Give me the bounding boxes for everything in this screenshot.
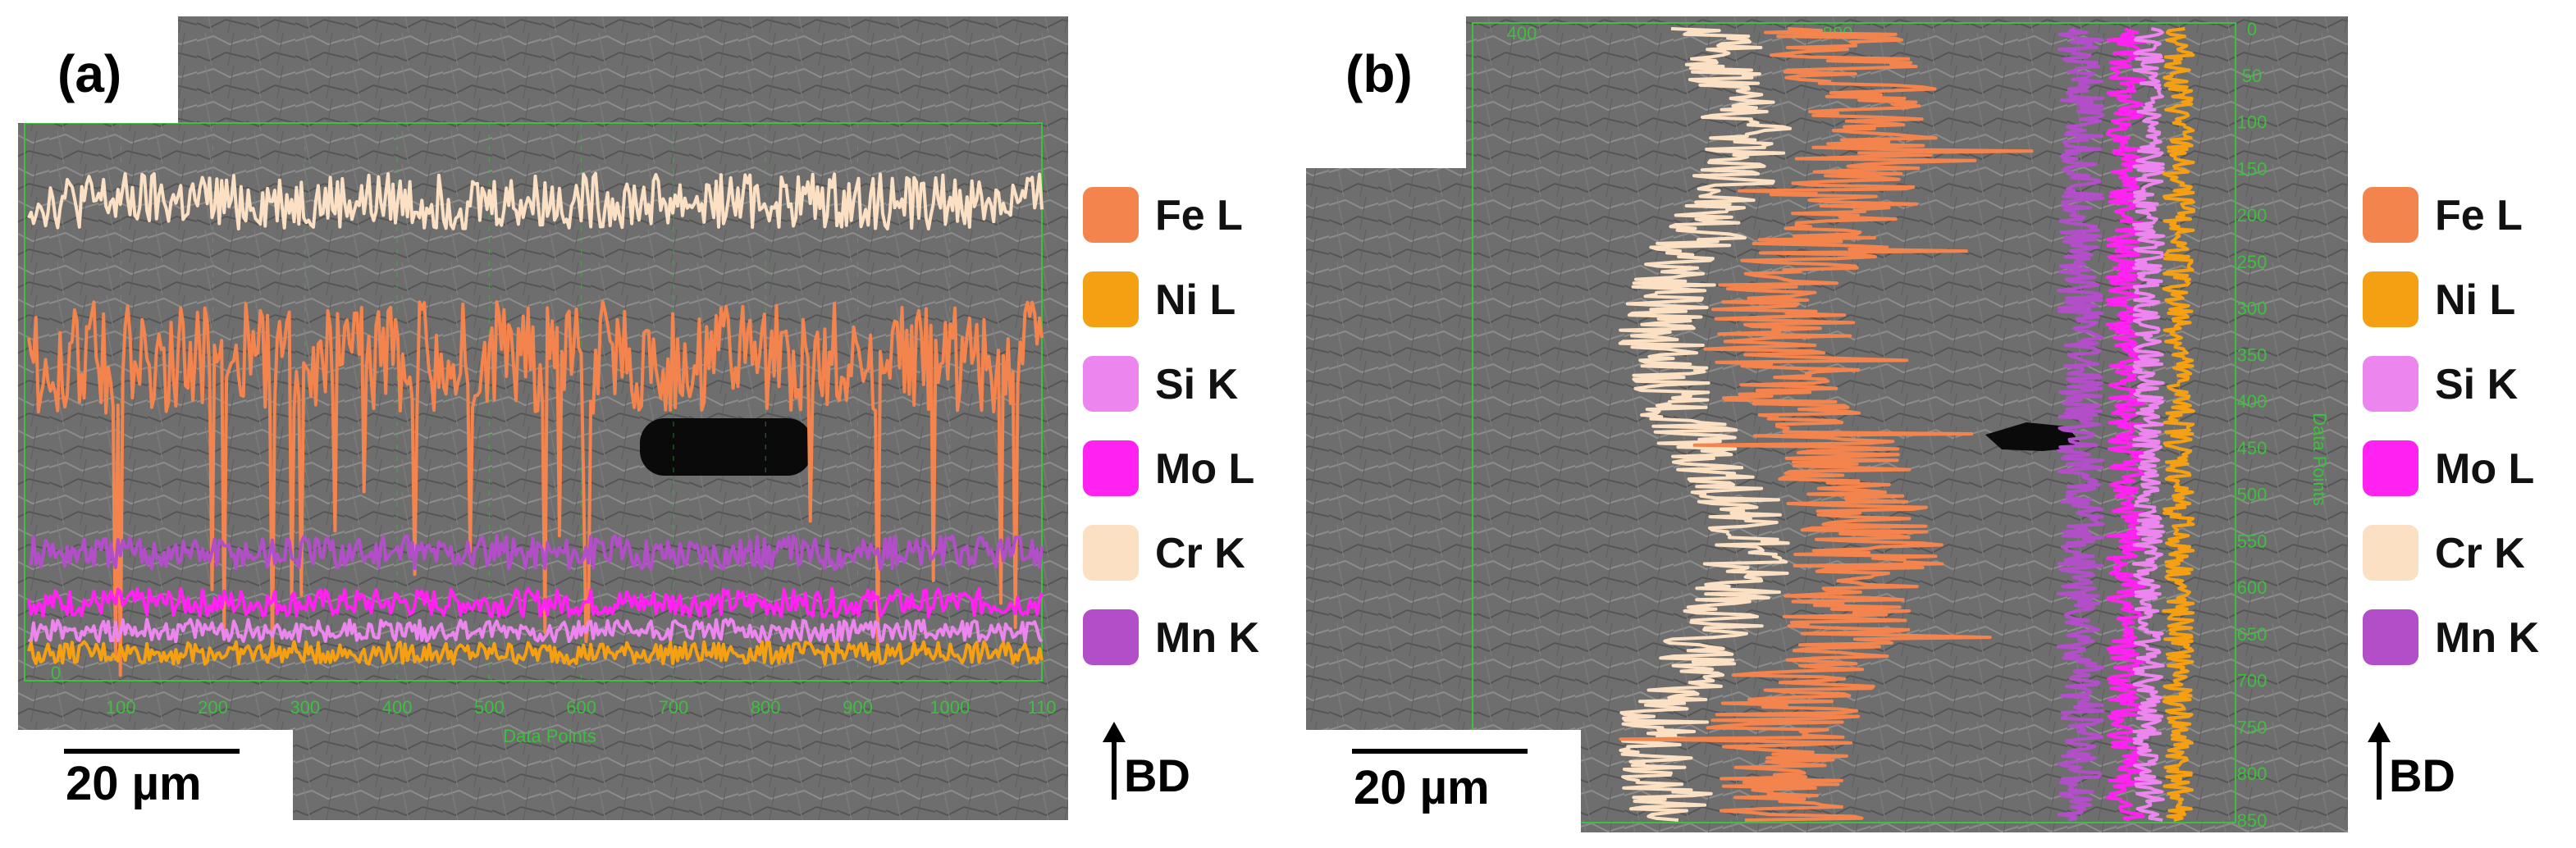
panel-a-x-tick: 700 bbox=[659, 697, 689, 718]
legend-b-label-mn-k: Mn K bbox=[2435, 614, 2540, 662]
panel-b-y-tick: 750 bbox=[2237, 718, 2268, 738]
panel-b-series-mn-k bbox=[2056, 27, 2105, 822]
legend-b-label-ni-l: Ni L bbox=[2435, 276, 2515, 324]
panel-a-pore bbox=[640, 418, 812, 476]
panel-b-y-tick: 350 bbox=[2237, 344, 2268, 365]
panel-b-label-box bbox=[1306, 16, 1466, 168]
legend-b-swatch-mn-k bbox=[2363, 609, 2418, 665]
panel-a-x-tick: 200 bbox=[198, 697, 228, 718]
panel-a-scalebar-box bbox=[18, 730, 293, 820]
legend-b-swatch-fe-l bbox=[2363, 187, 2418, 243]
legend-b-label-cr-k: Cr K bbox=[2435, 530, 2525, 577]
panel-a-series-cr-k bbox=[27, 171, 1044, 230]
panel-b-y-tick: 50 bbox=[2242, 66, 2262, 86]
legend-a-label-cr-k: Cr K bbox=[1155, 530, 1245, 577]
panel-b-series-cr-k bbox=[1618, 27, 1793, 822]
legend-b-label-mo-l: Mo L bbox=[2435, 445, 2534, 493]
panel-b-y-tick: 100 bbox=[2237, 112, 2268, 133]
panel-a-x-tick: 1000 bbox=[929, 697, 970, 718]
legend-b-swatch-mo-l bbox=[2363, 440, 2418, 496]
panel-b-y-tick: 550 bbox=[2237, 531, 2268, 551]
panel-b-y-tick: 400 bbox=[2237, 391, 2268, 412]
legend-a-swatch-mn-k bbox=[1083, 609, 1139, 665]
panel-a-scalebar-label: 20 µm bbox=[66, 757, 202, 810]
panel-b-label: (b) bbox=[1345, 44, 1413, 103]
legend-a-label-ni-l: Ni L bbox=[1155, 276, 1235, 324]
panel-b-y-tick: 150 bbox=[2237, 158, 2268, 179]
panel-a: 100 200 300 400 500 600 700 800 900 1000 110 Data … bbox=[18, 16, 1068, 820]
panel-b-series-si-k bbox=[2131, 27, 2165, 822]
panel-b-scalebar-label: 20 µm bbox=[1354, 761, 1490, 814]
panel-b: 0 50 100 150 200 250 300 350 400 450 500 550 600 650 7… bbox=[1306, 16, 2348, 832]
panel-a-x-tick: 100 bbox=[106, 697, 136, 718]
panel-b-series-group bbox=[1618, 27, 2195, 822]
panel-b-y-ticks: 0 50 100 150 200 250 300 350 400 450 500 550 600 650 7… bbox=[2237, 19, 2268, 831]
legend-a-swatch-fe-l bbox=[1083, 187, 1139, 243]
panel-b-series-ni-l bbox=[2162, 27, 2195, 822]
panel-b-bd-label: BD bbox=[2389, 750, 2455, 801]
panel-a-series-mn-k bbox=[28, 534, 1044, 571]
panel-b-plot-frame bbox=[1472, 22, 2236, 823]
panel-b-y-tick: 200 bbox=[2237, 205, 2268, 226]
panel-a-series-fe-l bbox=[27, 300, 1044, 677]
panel-b-scalebar-box bbox=[1306, 730, 1581, 832]
panel-a-bd-indicator: BD bbox=[1103, 722, 1190, 801]
legend-a-swatch-si-k bbox=[1083, 356, 1139, 412]
legend-a-swatch-mo-l bbox=[1083, 440, 1139, 496]
panel-a-series-group bbox=[27, 171, 1044, 677]
panel-b-bd-arrow-icon bbox=[2368, 722, 2391, 742]
panel-b-y-tick: 250 bbox=[2237, 252, 2268, 272]
legend-b-swatch-ni-l bbox=[2363, 271, 2418, 327]
legend-a-label-mn-k: Mn K bbox=[1155, 614, 1260, 662]
legend-a-swatch-ni-l bbox=[1083, 271, 1139, 327]
panel-a-bd-label: BD bbox=[1124, 750, 1190, 801]
panel-b-y-tick: 300 bbox=[2237, 299, 2268, 319]
panel-b-y-tick: 450 bbox=[2237, 438, 2268, 458]
panel-a-x-tick: 110 bbox=[1027, 697, 1056, 718]
panel-a-x-tick: 900 bbox=[843, 697, 873, 718]
legend-b-swatch-cr-k bbox=[2363, 525, 2418, 581]
panel-a-y-tick-zero: 0 bbox=[51, 663, 61, 683]
legend-a-label-fe-l: Fe L bbox=[1155, 192, 1243, 239]
legend-b-label-si-k: Si K bbox=[2435, 361, 2519, 408]
panel-a-x-tick: 800 bbox=[751, 697, 781, 718]
panel-a-series-mo-l bbox=[27, 586, 1044, 618]
panel-b-y-tick: 700 bbox=[2237, 671, 2268, 691]
panel-a-label-box bbox=[18, 16, 178, 123]
panel-b-y-tick: 650 bbox=[2237, 624, 2268, 645]
panel-a-x-axis-label: Data Points bbox=[503, 726, 596, 746]
panel-b-legend: Fe L Ni L Si K Mo L Cr K Mn K bbox=[2363, 187, 2540, 665]
legend-a-swatch-cr-k bbox=[1083, 525, 1139, 581]
panel-b-y-tick: 500 bbox=[2237, 485, 2268, 505]
legend-a-label-si-k: Si K bbox=[1155, 361, 1239, 408]
panel-a-series-si-k bbox=[27, 618, 1044, 644]
panel-a-x-tick: 600 bbox=[566, 697, 596, 718]
panel-b-x-tick-1: 400 bbox=[1507, 23, 1537, 43]
panel-a-bd-arrow-icon bbox=[1103, 722, 1126, 742]
panel-a-x-tick: 500 bbox=[474, 697, 505, 718]
panel-b-series-fe-l bbox=[1619, 27, 2034, 822]
panel-b-y-tick: 0 bbox=[2247, 19, 2257, 39]
panel-b-y-tick: 800 bbox=[2237, 764, 2268, 784]
panel-a-x-tick: 400 bbox=[382, 697, 413, 718]
panel-b-bd-indicator: BD bbox=[2368, 722, 2455, 801]
panel-a-legend: Fe L Ni L Si K Mo L Cr K Mn K bbox=[1083, 187, 1260, 665]
panel-a-label: (a) bbox=[57, 44, 121, 103]
panel-b-y-tick: 600 bbox=[2237, 577, 2268, 598]
panel-a-series-ni-l bbox=[27, 640, 1044, 666]
legend-b-swatch-si-k bbox=[2363, 356, 2418, 412]
panel-b-y-tick: 850 bbox=[2237, 810, 2268, 831]
panel-b-y-axis-label: Data Points bbox=[2309, 413, 2330, 506]
legend-b-label-fe-l: Fe L bbox=[2435, 192, 2523, 239]
legend-a-label-mo-l: Mo L bbox=[1155, 445, 1254, 493]
panel-a-x-tick: 300 bbox=[290, 697, 320, 718]
